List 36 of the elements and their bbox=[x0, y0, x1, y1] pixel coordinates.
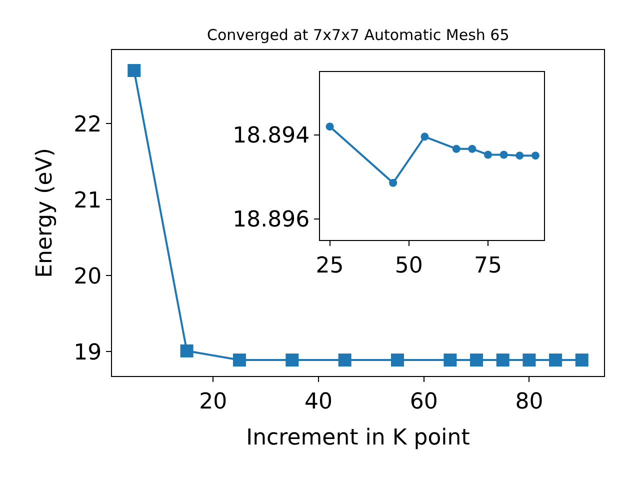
point bbox=[338, 354, 352, 367]
point bbox=[420, 132, 429, 141]
point bbox=[575, 354, 588, 367]
x-tick-label: 80 bbox=[515, 389, 544, 414]
point bbox=[452, 144, 460, 153]
point bbox=[180, 344, 194, 358]
x-axis-title: Increment in K point bbox=[246, 425, 470, 450]
x-tick-label: 75 bbox=[474, 253, 502, 278]
point bbox=[391, 354, 404, 367]
point bbox=[468, 144, 476, 153]
chart-title: Converged at 7x7x7 Automatic Mesh 65 bbox=[207, 26, 510, 44]
y-tick-label: 21 bbox=[74, 188, 102, 214]
y-tick-label: 18.894 bbox=[232, 124, 310, 149]
point bbox=[232, 354, 246, 367]
y-tick-label: 22 bbox=[74, 112, 102, 138]
x-tick-label: 40 bbox=[304, 389, 332, 414]
x-tick-label: 50 bbox=[394, 253, 423, 278]
x-tick-label: 25 bbox=[316, 253, 344, 278]
point bbox=[516, 152, 524, 160]
x-tick-label: 20 bbox=[199, 389, 228, 414]
point bbox=[484, 150, 492, 159]
point bbox=[549, 354, 562, 367]
point bbox=[522, 354, 536, 367]
point bbox=[500, 150, 508, 159]
point bbox=[286, 354, 299, 367]
point bbox=[470, 354, 484, 367]
point bbox=[128, 64, 141, 78]
point bbox=[531, 152, 540, 160]
point bbox=[444, 354, 457, 367]
y-axis-title: Energy (eV) bbox=[32, 148, 58, 278]
x-tick-label: 60 bbox=[410, 389, 438, 414]
y-tick-label: 19 bbox=[74, 340, 102, 366]
point bbox=[389, 178, 398, 187]
y-tick-label: 18.896 bbox=[232, 208, 310, 233]
point bbox=[326, 122, 334, 131]
point bbox=[496, 354, 510, 367]
